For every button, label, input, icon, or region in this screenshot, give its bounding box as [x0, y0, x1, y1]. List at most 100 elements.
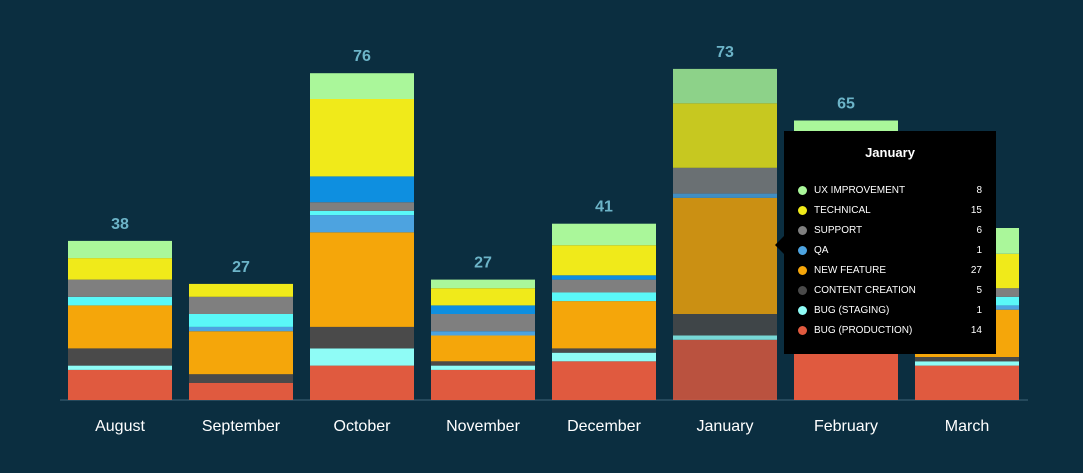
- bar-segment-december-bug-production-0[interactable]: [552, 361, 656, 400]
- bar-segment-august-bug-staging-1[interactable]: [68, 365, 172, 370]
- bar-segment-november-qa-4[interactable]: [431, 331, 535, 336]
- x-tick-label-december: December: [567, 418, 641, 435]
- legend-swatch-icon: [798, 305, 807, 315]
- tooltip-series-value: 27: [970, 264, 982, 276]
- bar-segment-november-ux-improvement-9[interactable]: [431, 279, 535, 289]
- x-tick-label-november: November: [446, 418, 520, 435]
- tooltip-series-value: 8: [976, 184, 982, 196]
- tooltip-row-support: SUPPORT 6: [798, 220, 982, 240]
- total-label-november: 27: [474, 255, 492, 272]
- bar-segment-february-bug-production-0[interactable]: [794, 348, 898, 400]
- bar-segment-december-content-creation-2[interactable]: [552, 348, 656, 353]
- bar-segment-january-new-feature-3[interactable]: [673, 197, 777, 314]
- bar-segment-august-content-creation-2[interactable]: [68, 348, 172, 366]
- tooltip-series-name: CONTENT CREATION: [814, 284, 916, 296]
- x-tick-label-february: February: [814, 418, 878, 435]
- bar-segment-october-qa-4[interactable]: [310, 215, 414, 233]
- bar-segment-december-qa-7[interactable]: [552, 275, 656, 280]
- bar-segment-december-technical-8[interactable]: [552, 245, 656, 276]
- tooltip-row-content-creation: CONTENT CREATION 5: [798, 280, 982, 300]
- tooltip-series-name: BUG (STAGING): [814, 304, 890, 316]
- legend-swatch-icon: [798, 225, 807, 235]
- bar-segment-march-bug-staging-1[interactable]: [915, 361, 1019, 366]
- bar-segment-october-bug-staging-1[interactable]: [310, 348, 414, 366]
- bar-segment-september-qa-4[interactable]: [189, 326, 293, 332]
- bar-segment-november-qa-7[interactable]: [431, 305, 535, 314]
- bar-october[interactable]: [310, 73, 414, 400]
- bar-september[interactable]: [189, 283, 293, 400]
- bar-segment-november-support-6[interactable]: [431, 314, 535, 332]
- total-label-december: 41: [595, 199, 613, 216]
- tooltip-series-value: 15: [970, 204, 982, 216]
- tooltip-rows: UX IMPROVEMENT 8 TECHNICAL 15 SUPPORT 6 QA 1 NEW…: [798, 180, 982, 340]
- bar-segment-november-bug-staging-1[interactable]: [431, 365, 535, 370]
- bar-segment-august-bug-staging-5[interactable]: [68, 296, 172, 306]
- bar-segment-march-bug-production-0[interactable]: [915, 365, 1019, 400]
- tooltip-series-name: NEW FEATURE: [814, 264, 887, 276]
- tooltip-row-ux-improvement: UX IMPROVEMENT 8: [798, 180, 982, 200]
- bar-segment-september-bug-production-0[interactable]: [189, 382, 293, 400]
- bar-segment-january-content-creation-2[interactable]: [673, 314, 777, 336]
- legend-swatch-icon: [798, 325, 807, 335]
- bar-segment-october-ux-improvement-9[interactable]: [310, 73, 414, 99]
- bar-november[interactable]: [431, 279, 535, 400]
- tooltip-row-bug-production: BUG (PRODUCTION) 14: [798, 320, 982, 340]
- x-tick-label-september: September: [202, 418, 281, 435]
- bar-segment-october-support-6[interactable]: [310, 202, 414, 211]
- bar-segment-january-bug-staging-1[interactable]: [673, 335, 777, 340]
- total-label-september: 27: [232, 259, 250, 276]
- bar-segment-september-content-creation-2[interactable]: [189, 374, 293, 383]
- bar-segment-august-support-6[interactable]: [68, 279, 172, 297]
- total-label-october: 76: [353, 48, 371, 65]
- legend-swatch-icon: [798, 265, 807, 275]
- bar-segment-november-bug-production-0[interactable]: [431, 369, 535, 400]
- bar-segment-august-new-feature-3[interactable]: [68, 305, 172, 349]
- bar-segment-december-bug-staging-1[interactable]: [552, 352, 656, 362]
- bar-august[interactable]: [68, 240, 172, 400]
- tooltip-series-value: 1: [976, 244, 982, 256]
- bar-segment-september-new-feature-3[interactable]: [189, 331, 293, 375]
- tooltip-row-new-feature: NEW FEATURE 27: [798, 260, 982, 280]
- bar-segment-november-content-creation-2[interactable]: [431, 361, 535, 366]
- tooltip-series-value: 5: [976, 284, 982, 296]
- bar-segment-october-content-creation-2[interactable]: [310, 326, 414, 349]
- bar-january[interactable]: [673, 68, 777, 400]
- bar-segment-november-technical-8[interactable]: [431, 288, 535, 306]
- bar-segment-january-ux-improvement-9[interactable]: [673, 68, 777, 104]
- tooltip-title: January: [865, 145, 915, 160]
- bar-segment-september-support-6[interactable]: [189, 296, 293, 314]
- bar-december[interactable]: [552, 223, 656, 400]
- tooltip-row-bug-staging: BUG (STAGING) 1: [798, 300, 982, 320]
- bar-segment-october-bug-staging-5[interactable]: [310, 210, 414, 216]
- bar-segment-january-bug-production-0[interactable]: [673, 339, 777, 400]
- tooltip: January UX IMPROVEMENT 8 TECHNICAL 15 SUPPOR…: [775, 131, 996, 354]
- tooltip-series-name: TECHNICAL: [814, 204, 871, 216]
- bar-segment-january-support-6[interactable]: [673, 167, 777, 194]
- legend-swatch-icon: [798, 245, 807, 255]
- x-tick-label-october: October: [334, 418, 392, 435]
- tooltip-series-name: UX IMPROVEMENT: [814, 184, 906, 196]
- bar-segment-january-technical-8[interactable]: [673, 103, 777, 168]
- bar-segment-january-qa-4[interactable]: [673, 193, 777, 198]
- bar-segment-march-content-creation-2[interactable]: [915, 357, 1019, 362]
- bar-segment-october-qa-7[interactable]: [310, 176, 414, 203]
- bar-segment-december-support-6[interactable]: [552, 279, 656, 293]
- bar-segment-december-bug-staging-5[interactable]: [552, 292, 656, 302]
- bar-segment-august-ux-improvement-9[interactable]: [68, 240, 172, 259]
- bar-segment-august-technical-8[interactable]: [68, 258, 172, 280]
- bar-segment-november-new-feature-3[interactable]: [431, 335, 535, 362]
- tooltip-row-qa: QA 1: [798, 240, 982, 260]
- bar-segment-december-new-feature-3[interactable]: [552, 301, 656, 349]
- tooltip-series-name: SUPPORT: [814, 224, 863, 236]
- bar-segment-september-bug-staging-5[interactable]: [189, 314, 293, 327]
- bar-segment-october-technical-8[interactable]: [310, 99, 414, 177]
- bar-segment-august-bug-production-0[interactable]: [68, 369, 172, 400]
- bar-segment-december-ux-improvement-9[interactable]: [552, 223, 656, 246]
- legend-swatch-icon: [798, 205, 807, 215]
- tooltip-series-name: QA: [814, 244, 829, 256]
- legend-swatch-icon: [798, 285, 807, 295]
- bar-segment-october-new-feature-3[interactable]: [310, 232, 414, 327]
- bar-segment-october-bug-production-0[interactable]: [310, 365, 414, 400]
- bar-segment-september-technical-8[interactable]: [189, 283, 293, 297]
